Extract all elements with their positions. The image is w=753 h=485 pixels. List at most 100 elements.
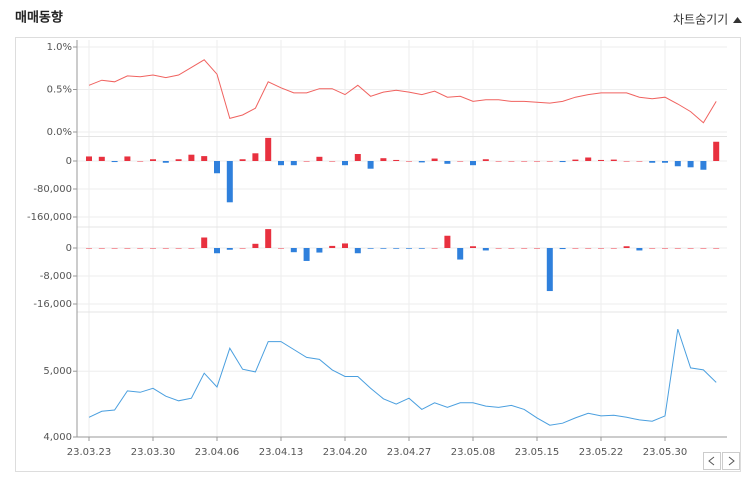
- y-tick-label: 0: [66, 156, 72, 167]
- x-tick-label: 23.04.06: [195, 447, 240, 458]
- bar: [610, 159, 617, 161]
- bar: [329, 245, 336, 248]
- bar: [431, 158, 438, 161]
- bar: [137, 161, 144, 162]
- bar: [342, 243, 348, 248]
- bar: [367, 248, 374, 249]
- bar: [303, 248, 310, 261]
- line: [88, 59, 717, 124]
- bar: [406, 161, 412, 162]
- bar: [444, 161, 451, 164]
- bar: [482, 159, 489, 161]
- x-tick-label: 23.05.22: [579, 447, 624, 458]
- bar: [674, 248, 681, 249]
- bar: [585, 248, 592, 249]
- bar: [559, 248, 566, 250]
- bar: [585, 157, 592, 161]
- bar: [406, 248, 412, 249]
- x-tick-label: 23.04.20: [323, 447, 368, 458]
- plot: 23.03.23 23.03.30 23.04.06 23.04.13 23.04.20…: [27, 40, 727, 458]
- bar: [700, 248, 707, 249]
- bar: [316, 156, 323, 161]
- prev-button[interactable]: [703, 452, 721, 470]
- bar: [162, 161, 169, 163]
- bar: [367, 161, 374, 169]
- bar: [380, 158, 387, 161]
- bar: [188, 248, 195, 249]
- bar: [226, 161, 233, 203]
- bar: [175, 248, 182, 249]
- y-tick-label: -80,000: [33, 184, 72, 195]
- bar: [98, 248, 105, 249]
- bar: [329, 161, 336, 162]
- bar: [188, 154, 195, 161]
- bar: [508, 248, 515, 249]
- frame: [15, 37, 741, 472]
- y-tick-label: 5,000: [43, 366, 72, 377]
- bar: [546, 248, 553, 292]
- bar: [290, 248, 297, 253]
- bar: [649, 248, 656, 249]
- x-tick-label: 23.04.13: [259, 447, 304, 458]
- bar: [175, 159, 182, 161]
- y-tick-label: -16,000: [33, 299, 72, 310]
- bar: [226, 248, 233, 250]
- bar: [278, 161, 284, 166]
- bar: [278, 248, 284, 249]
- x-tick-label: 23.05.15: [515, 447, 560, 458]
- bar: [700, 161, 707, 170]
- bar: [393, 248, 400, 249]
- bar: [290, 161, 297, 166]
- bar: [623, 161, 630, 162]
- toggle-icon[interactable]: [733, 17, 742, 23]
- bar: [457, 161, 464, 162]
- bar: [687, 161, 694, 168]
- next-button[interactable]: [722, 452, 740, 470]
- bar: [636, 248, 643, 251]
- toggle[interactable]: 차트숨기기: [673, 13, 728, 27]
- prev-icon[interactable]: [708, 456, 715, 466]
- bar: [687, 248, 694, 249]
- bar: [239, 159, 246, 161]
- bar: [265, 137, 272, 161]
- bar: [342, 161, 348, 166]
- bar: [201, 156, 208, 161]
- bar: [150, 159, 156, 161]
- bar: [546, 161, 553, 162]
- bar: [214, 248, 220, 254]
- next-icon[interactable]: [728, 456, 735, 466]
- bar: [316, 248, 323, 253]
- bar: [534, 248, 540, 249]
- bar: [457, 248, 464, 260]
- bar: [598, 248, 604, 249]
- bar: [124, 248, 131, 249]
- x-tick-label: 23.05.30: [643, 447, 688, 458]
- bar: [559, 161, 566, 163]
- bar: [495, 248, 502, 249]
- bar: [86, 248, 92, 249]
- y-tick-label: 0: [66, 243, 72, 254]
- bar: [214, 161, 220, 174]
- bar: [534, 161, 540, 162]
- x-tick-label: 23.03.23: [67, 447, 112, 458]
- bar: [86, 156, 92, 161]
- bar: [470, 246, 476, 248]
- bar: [162, 248, 169, 249]
- bar: [124, 156, 131, 161]
- bar: [418, 161, 425, 163]
- y-tick-label: 0.5%: [47, 85, 72, 96]
- bar: [431, 248, 438, 249]
- bar: [380, 248, 387, 249]
- y-tick-label: -8,000: [40, 271, 72, 282]
- title: 매매동향: [15, 10, 63, 26]
- bar: [239, 248, 246, 249]
- bar: [150, 248, 156, 249]
- x-tick-label: 23.03.30: [131, 447, 176, 458]
- bar: [674, 161, 681, 167]
- bar: [572, 248, 579, 249]
- y-tick-label: -160,000: [27, 212, 72, 223]
- bar: [572, 159, 579, 161]
- y-tick-label: 0.0%: [47, 127, 72, 138]
- bar: [636, 161, 643, 162]
- bar: [623, 246, 630, 248]
